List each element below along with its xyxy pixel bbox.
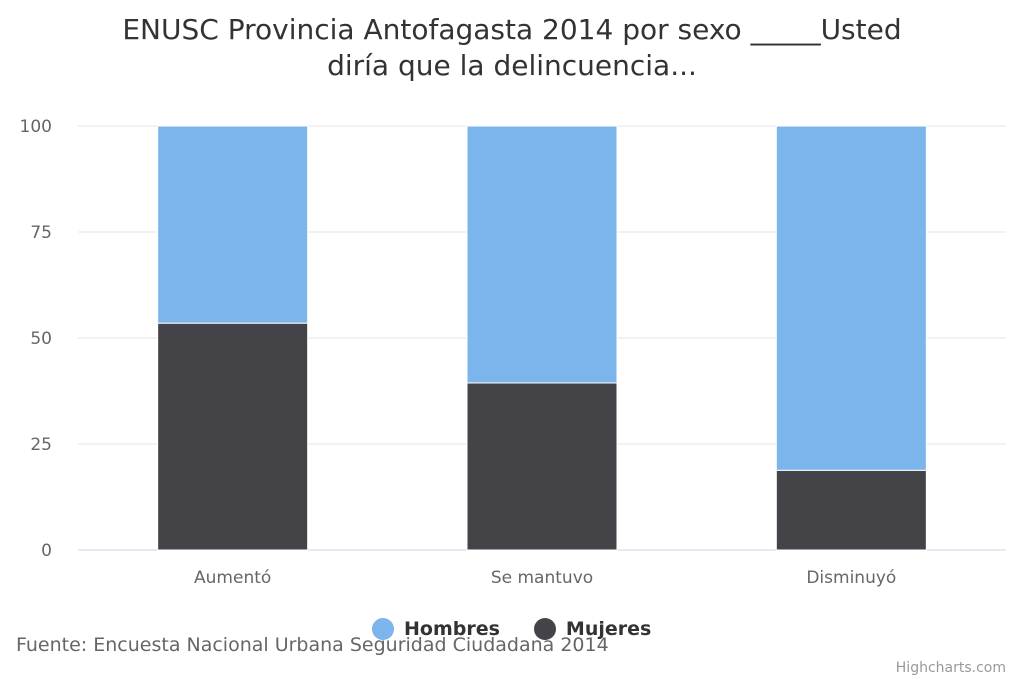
bar-mujeres-2[interactable]	[466, 382, 618, 551]
bar-hombres-1[interactable]	[157, 125, 309, 324]
y-tick-label: 50	[30, 329, 52, 349]
legend-marker-hombres	[372, 618, 394, 640]
x-tick-label: Disminuyó	[806, 568, 896, 588]
x-tick-label: Aumentó	[194, 568, 271, 588]
legend-item-mujeres[interactable]: Mujeres	[533, 618, 652, 640]
y-tick-label: 75	[30, 223, 52, 243]
legend-item-hombres[interactable]: Hombres	[372, 618, 500, 640]
legend-label-hombres: Hombres	[404, 618, 500, 640]
x-tick-label: Se mantuvo	[491, 568, 593, 588]
bar-mujeres-3[interactable]	[775, 469, 927, 551]
legend-label-mujeres: Mujeres	[565, 618, 652, 640]
source-caption: Fuente: Encuesta Nacional Urbana Segurid…	[16, 634, 609, 656]
chart-title-line-1: ENUSC Provincia Antofagasta 2014 por sex…	[122, 13, 902, 46]
chart-title-line-2: diría que la delincuencia...	[327, 49, 697, 82]
bar-hombres-2[interactable]	[466, 125, 618, 384]
legend: Hombres Mujeres	[372, 618, 685, 640]
y-tick-label: 0	[41, 541, 52, 561]
y-tick-label: 25	[30, 435, 52, 455]
legend-marker-mujeres	[533, 618, 556, 640]
chart-title: ENUSC Provincia Antofagasta 2014 por sex…	[62, 12, 962, 84]
bar-mujeres-1[interactable]	[157, 322, 309, 551]
y-tick-label: 100	[20, 117, 52, 137]
credits-link[interactable]: Highcharts.com	[895, 660, 1006, 676]
bar-hombres-3[interactable]	[775, 125, 927, 471]
